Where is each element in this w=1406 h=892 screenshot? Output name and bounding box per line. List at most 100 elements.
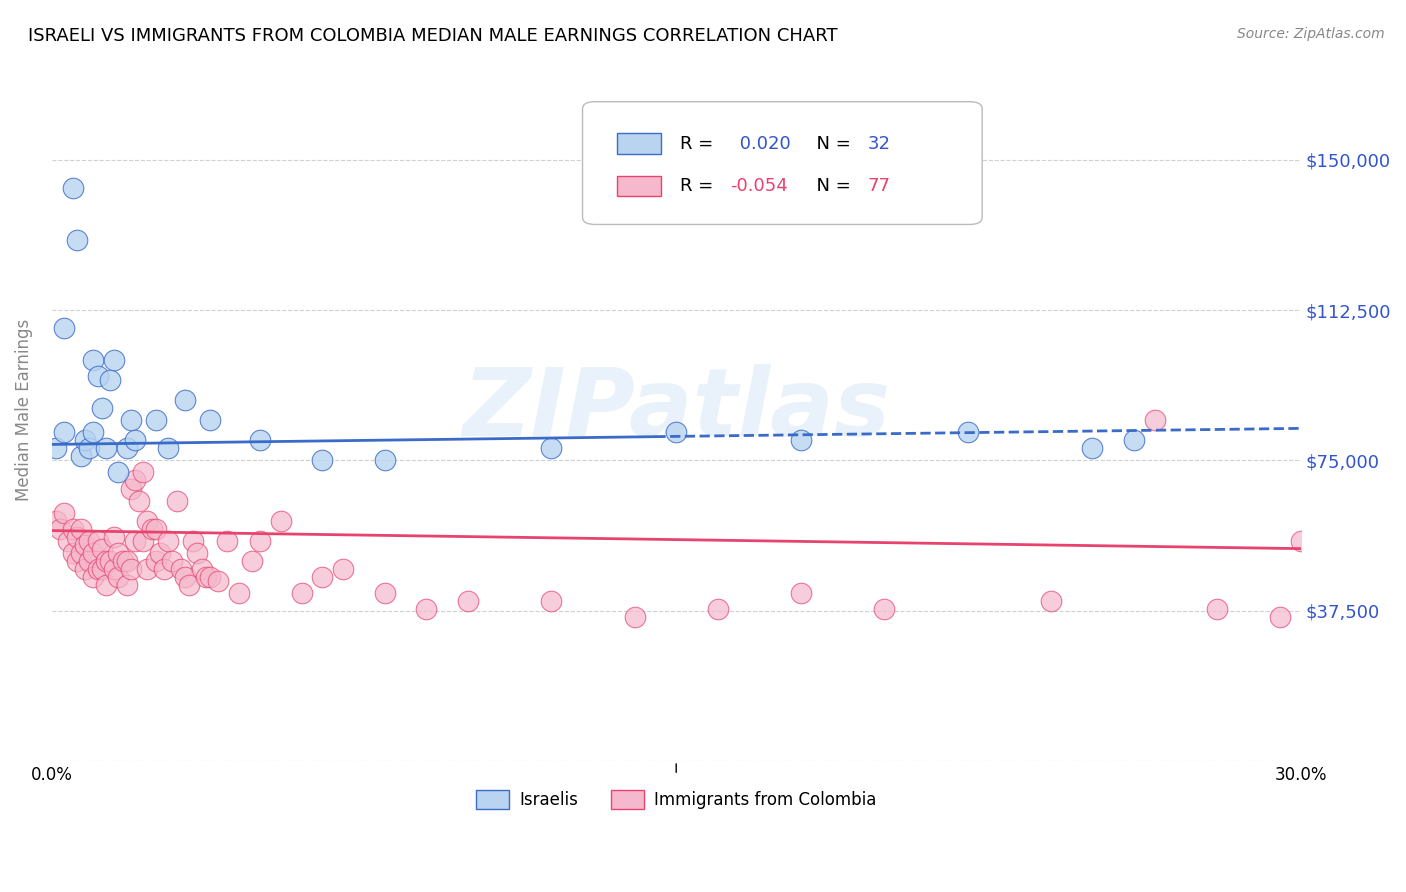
Point [374,453,396,467]
Point [73,562,96,576]
Point [228,585,250,599]
Point [103,353,125,368]
Point [249,434,271,448]
Point [111,554,134,568]
Point [136,514,159,528]
Point [73,538,96,552]
Point [157,533,180,548]
Point [132,466,155,480]
Text: -0.054: -0.054 [730,178,787,195]
Point [790,585,813,599]
Point [181,533,204,548]
Point [145,554,167,568]
Point [198,570,221,584]
Point [45,442,67,456]
Point [174,570,197,584]
Point [1039,593,1062,607]
FancyBboxPatch shape [617,133,661,154]
Point [240,554,263,568]
Point [66,530,89,544]
Point [665,425,688,440]
Point [141,522,163,536]
Point [82,353,104,368]
Point [1289,533,1312,548]
Point [270,514,292,528]
Point [94,554,117,568]
Point [136,562,159,576]
Point [70,546,93,560]
Point [90,562,112,576]
Point [1268,609,1291,624]
Point [623,609,645,624]
Point [66,554,89,568]
Point [115,578,138,592]
Point [90,541,112,556]
Point [107,546,129,560]
Point [170,562,193,576]
Point [457,593,479,607]
Point [179,578,201,592]
Point [249,533,271,548]
Point [107,570,129,584]
Point [53,321,76,335]
Point [77,533,100,548]
Point [956,425,979,440]
Point [120,562,142,576]
Point [311,570,333,584]
Point [415,601,437,615]
Point [73,434,96,448]
Point [124,434,146,448]
Point [70,522,93,536]
Point [53,506,76,520]
Point [103,562,125,576]
Point [98,373,121,387]
Point [153,562,176,576]
Point [86,369,108,384]
Point [132,533,155,548]
Point [86,533,108,548]
Point [77,554,100,568]
Point [77,442,100,456]
Point [194,570,217,584]
Point [70,450,93,464]
Point [90,401,112,416]
Text: N =: N = [804,178,856,195]
Point [790,434,813,448]
Point [1123,434,1146,448]
FancyBboxPatch shape [582,102,983,225]
Point [115,442,138,456]
Point [207,574,229,588]
Text: 32: 32 [868,135,890,153]
Point [86,562,108,576]
Point [45,514,67,528]
Point [290,585,312,599]
Text: R =: R = [681,178,718,195]
Point [332,562,354,576]
Point [707,601,730,615]
Text: 0.020: 0.020 [734,135,790,153]
Point [103,530,125,544]
Point [157,442,180,456]
Text: ISRAELI VS IMMIGRANTS FROM COLOMBIA MEDIAN MALE EARNINGS CORRELATION CHART: ISRAELI VS IMMIGRANTS FROM COLOMBIA MEDI… [28,27,838,45]
Point [107,466,129,480]
Point [62,522,84,536]
Point [149,546,172,560]
FancyBboxPatch shape [617,176,661,196]
Point [215,533,238,548]
Point [82,425,104,440]
Point [94,578,117,592]
Point [62,546,84,560]
Point [82,546,104,560]
Point [49,522,72,536]
Text: N =: N = [804,135,856,153]
Point [58,533,80,548]
Point [145,413,167,427]
Point [128,493,150,508]
Point [62,181,84,195]
Point [198,413,221,427]
Point [98,554,121,568]
Point [124,533,146,548]
Point [162,554,184,568]
Point [374,585,396,599]
Legend: Israelis, Immigrants from Colombia: Israelis, Immigrants from Colombia [470,783,883,816]
